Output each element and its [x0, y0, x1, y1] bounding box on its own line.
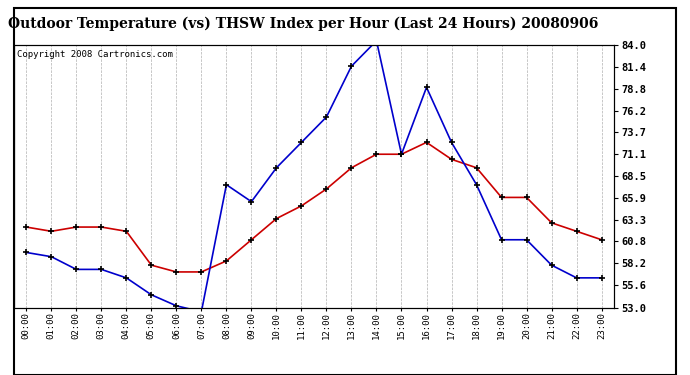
Text: Outdoor Temperature (vs) THSW Index per Hour (Last 24 Hours) 20080906: Outdoor Temperature (vs) THSW Index per … [8, 17, 599, 31]
Text: Copyright 2008 Cartronics.com: Copyright 2008 Cartronics.com [17, 50, 172, 59]
